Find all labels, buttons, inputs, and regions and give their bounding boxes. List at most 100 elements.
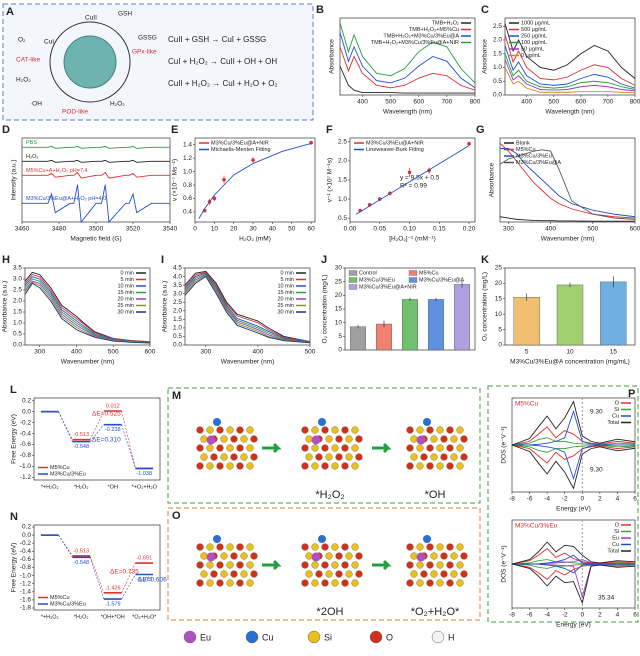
atom xyxy=(226,543,234,551)
panel-label: B xyxy=(316,4,324,16)
y-tick-label: 4.0 xyxy=(173,273,182,280)
energy-connector xyxy=(58,534,73,558)
atom xyxy=(456,444,464,452)
atom xyxy=(230,435,238,443)
panel-label: G xyxy=(476,124,485,136)
atom xyxy=(456,426,464,434)
x-tick-label: 600 xyxy=(575,99,586,106)
data-point xyxy=(467,141,471,146)
data-line xyxy=(24,276,151,343)
annotation: R² = 0.99 xyxy=(400,183,427,190)
energy-connector xyxy=(121,424,136,469)
atom xyxy=(196,561,204,569)
atom xyxy=(301,444,309,452)
data-line xyxy=(22,145,170,149)
atom xyxy=(246,543,254,551)
panel-label: C xyxy=(481,4,489,16)
annotation: y = 9.5x + 0.5 xyxy=(400,175,440,182)
y-tick-label: 0.5 xyxy=(173,333,182,340)
atom xyxy=(321,462,329,470)
atom xyxy=(226,579,234,587)
y-tick-label: -1.2 xyxy=(20,580,32,587)
atom xyxy=(246,579,254,587)
plot-frame xyxy=(33,397,161,481)
atom xyxy=(351,543,359,551)
annotation: ΔE=0.735 xyxy=(110,569,139,576)
atom xyxy=(246,426,254,434)
atom xyxy=(436,561,444,569)
y-tick-label: 10 xyxy=(495,311,503,318)
atom xyxy=(335,552,343,560)
plot-frame xyxy=(21,137,171,223)
bar xyxy=(402,299,419,351)
annotation: 9.30 xyxy=(590,409,603,416)
atom xyxy=(446,444,454,452)
data-point xyxy=(407,170,412,175)
atom xyxy=(250,453,258,461)
atom xyxy=(250,435,258,443)
y-tick-label: -0.6 xyxy=(20,556,32,563)
y-axis-label: v⁻¹ (×10⁷ M⁻¹s) xyxy=(327,158,334,202)
atom-legend-label: Cu xyxy=(262,632,274,642)
atom xyxy=(460,552,468,560)
panel-label: P xyxy=(628,388,635,400)
atom xyxy=(321,561,329,569)
y-tick-label: 3.0 xyxy=(173,290,182,297)
atom xyxy=(426,426,434,434)
annotation: ΔE=0.310 xyxy=(92,437,121,444)
atom xyxy=(325,570,333,578)
atom xyxy=(200,453,208,461)
y-tick-label: 0.2 xyxy=(22,524,31,531)
y-tick-label: -1.4 xyxy=(20,589,32,596)
atom xyxy=(331,579,339,587)
legend-label: 20 min xyxy=(117,296,134,302)
panel-label: A xyxy=(6,6,14,18)
x-tick-label: 4 xyxy=(616,496,620,503)
x-tick-label: *O₂+H₂O* xyxy=(132,614,157,620)
legend-swatch xyxy=(348,277,358,283)
energy-connector xyxy=(121,410,136,469)
data-line xyxy=(355,145,470,215)
x-tick-label: 0.10 xyxy=(403,226,416,233)
y-tick-label: 2.5 xyxy=(493,23,502,30)
series-label: M3%Cu/3%Eu@A+H₂O₂ pH=4.0 xyxy=(26,196,106,202)
bar xyxy=(428,299,445,351)
atom xyxy=(456,561,464,569)
atom xyxy=(416,435,426,445)
x-tick-label: 600 xyxy=(630,226,640,233)
x-tick-label: -6 xyxy=(527,612,533,619)
atom xyxy=(325,453,333,461)
y-tick-label: 2.5 xyxy=(173,299,182,306)
y-axis-label: DOS (e⁻V⁻¹) xyxy=(501,426,508,463)
panel-m-frame xyxy=(167,387,481,504)
atom xyxy=(440,453,448,461)
atom xyxy=(423,418,431,426)
atom xyxy=(220,435,228,443)
data-line xyxy=(184,274,311,343)
energy-connector xyxy=(121,562,136,593)
atom xyxy=(436,543,444,551)
bar xyxy=(600,281,627,346)
plot-frame xyxy=(499,137,636,223)
atom xyxy=(460,570,468,578)
atom xyxy=(341,444,349,452)
atom-legend-marker xyxy=(369,630,383,644)
state-label: *O₂+H₂O* xyxy=(411,606,460,618)
atom xyxy=(311,552,321,562)
legend-label: M3%Cu/3%Eu@A+NIR xyxy=(211,140,269,146)
legend-label: 250 μg/mL xyxy=(521,33,547,39)
atom xyxy=(345,552,353,560)
legend-label: 100 μg/mL xyxy=(521,40,547,46)
x-tick-label: -2 xyxy=(562,496,568,503)
y-tick-label: -0.4 xyxy=(20,430,32,437)
data-line xyxy=(511,426,636,446)
x-tick-label: 400 xyxy=(252,349,263,356)
atom xyxy=(315,453,323,461)
x-axis-label: Energy (eV) xyxy=(556,506,591,513)
y-tick-label: 2.0 xyxy=(13,298,22,305)
y-tick-label: 1.0 xyxy=(13,320,22,327)
energy-connector xyxy=(58,411,73,442)
data-line xyxy=(499,216,635,222)
x-tick-label: 2 xyxy=(598,612,602,619)
y-tick-label: 3.5 xyxy=(173,282,182,289)
